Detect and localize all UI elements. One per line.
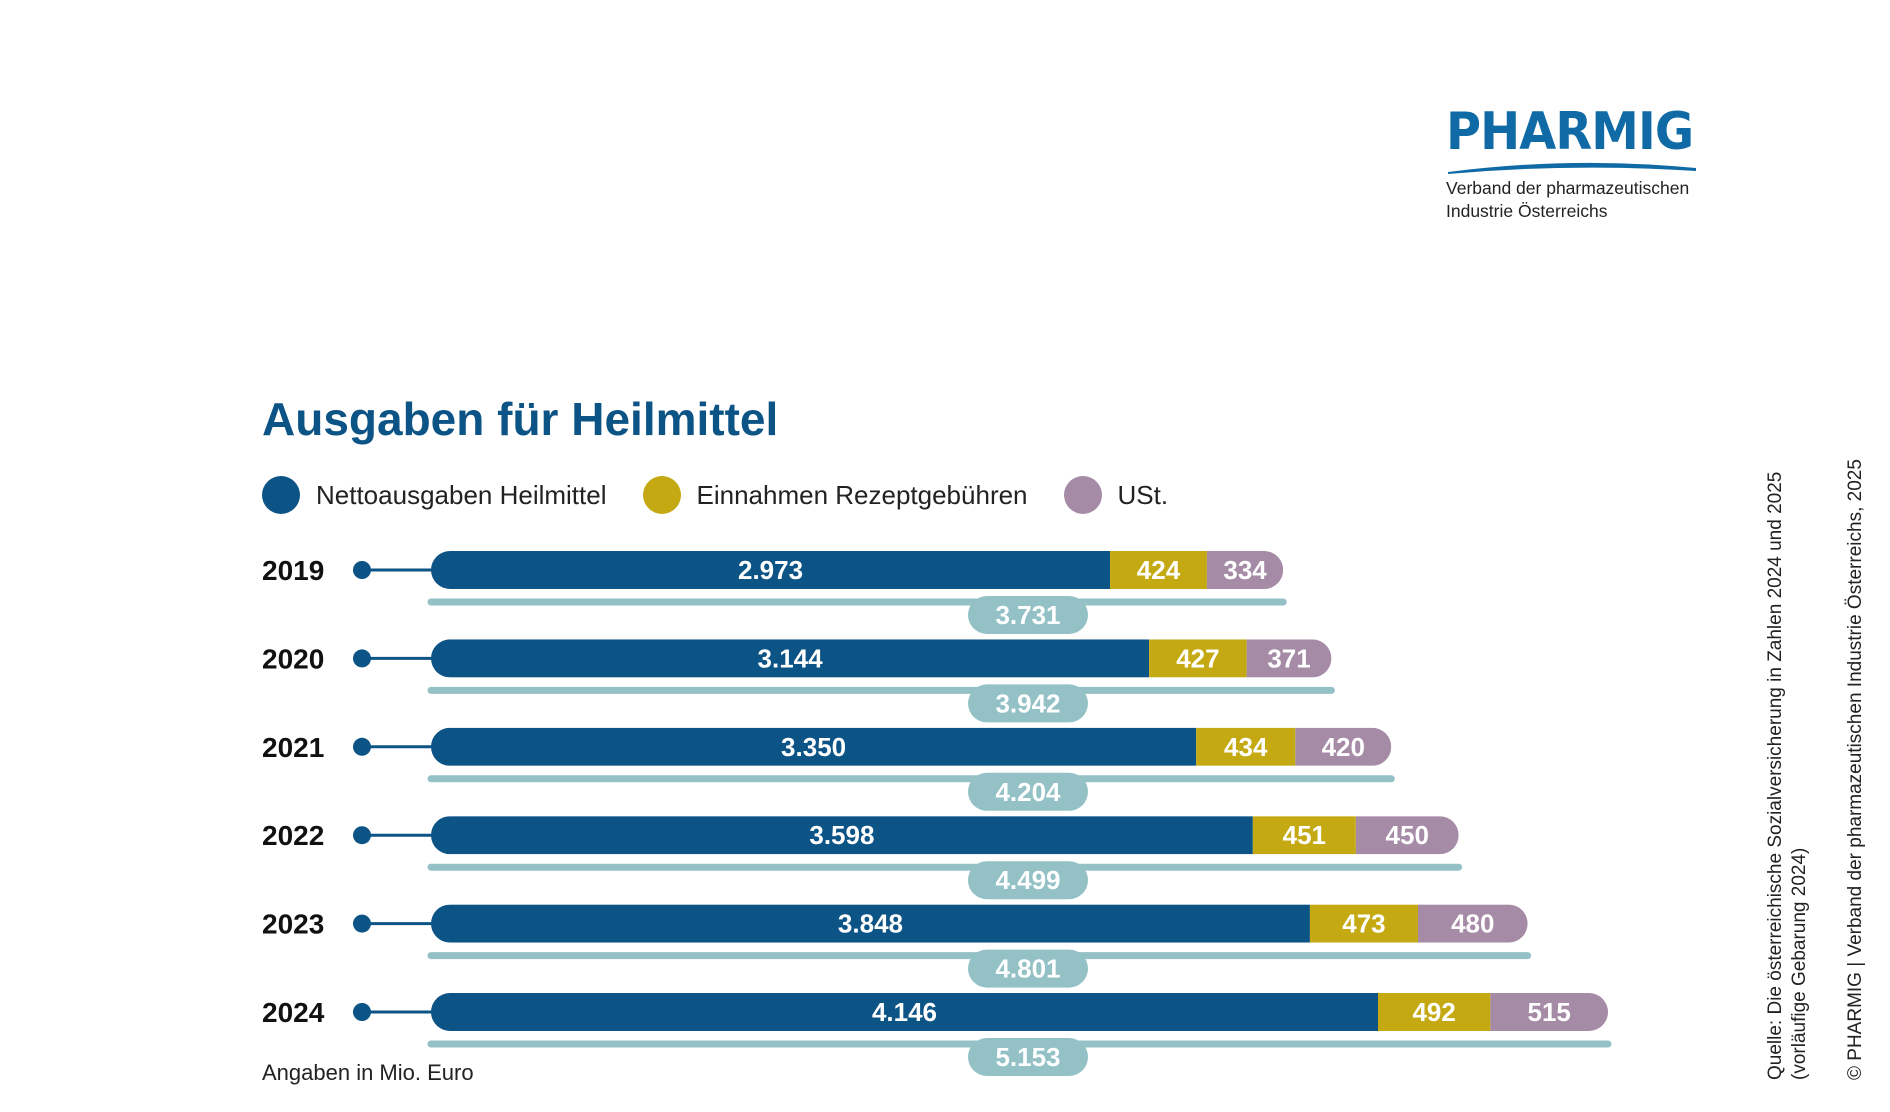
bar-ust-2022 bbox=[1355, 816, 1459, 855]
source-line1: Quelle: Die österreichische Sozialversic… bbox=[1765, 471, 1786, 1080]
bar-rezept-2019 bbox=[1110, 551, 1207, 589]
bar-label-ust-2019: 334 bbox=[1223, 555, 1267, 585]
bar-ust-2024 bbox=[1490, 993, 1608, 1031]
total-pill-2019 bbox=[968, 596, 1088, 634]
total-pill-2024 bbox=[968, 1038, 1088, 1076]
pharmig-logo: PHARMIG Verband der pharmazeutischen Ind… bbox=[1446, 104, 1696, 223]
year-label-2022: 2022 bbox=[262, 820, 324, 851]
total-label-2021: 4.204 bbox=[995, 777, 1061, 807]
total-label-2024: 5.153 bbox=[995, 1042, 1060, 1072]
legend-label-rezept: Einnahmen Rezeptgebühren bbox=[696, 479, 1028, 510]
bar-label-rezept-2023: 473 bbox=[1342, 909, 1385, 939]
year-label-2019: 2019 bbox=[262, 555, 324, 586]
legend-swatch-ust bbox=[1063, 476, 1102, 514]
bar-label-ust-2022: 450 bbox=[1386, 820, 1429, 850]
bar-rezept-2020 bbox=[1149, 639, 1247, 678]
bar-netto-2023 bbox=[431, 904, 1310, 943]
bar-rezept-2021 bbox=[1196, 727, 1296, 766]
source-note: Quelle: Die österreichische Sozialversic… bbox=[1764, 472, 1812, 1080]
chart-title: Ausgaben für Heilmittel bbox=[262, 393, 779, 445]
total-pill-2022 bbox=[968, 861, 1088, 900]
bar-label-rezept-2021: 434 bbox=[1224, 732, 1268, 762]
year-label-2021: 2021 bbox=[262, 732, 324, 763]
logo-subtitle-line2: Industrie Österreichs bbox=[1446, 201, 1608, 221]
bar-rezept-2024 bbox=[1377, 993, 1491, 1031]
bar-label-ust-2020: 371 bbox=[1267, 643, 1310, 673]
bar-rezept-2023 bbox=[1309, 904, 1418, 943]
total-pill-2021 bbox=[968, 772, 1088, 811]
bar-ust-2021 bbox=[1295, 727, 1392, 766]
bar-label-rezept-2024: 492 bbox=[1412, 997, 1455, 1027]
total-label-2019: 3.731 bbox=[995, 600, 1060, 630]
unit-note: Angaben in Mio. Euro bbox=[262, 1060, 474, 1085]
bar-label-netto-2023: 3.848 bbox=[838, 909, 903, 939]
bar-label-ust-2021: 420 bbox=[1322, 732, 1365, 762]
copyright-note: © PHARMIG | Verband der pharmazeutischen… bbox=[1845, 459, 1866, 1080]
logo-subtitle: Verband der pharmazeutischen Industrie Ö… bbox=[1446, 177, 1696, 223]
bar-label-rezept-2020: 427 bbox=[1176, 643, 1219, 673]
bar-rezept-2022 bbox=[1252, 816, 1356, 855]
bar-netto-2019 bbox=[431, 551, 1111, 589]
bar-netto-2021 bbox=[431, 727, 1197, 766]
bar-ust-2020 bbox=[1246, 639, 1332, 678]
legend-label-ust: USt. bbox=[1117, 479, 1169, 510]
logo-wordmark: PHARMIG bbox=[1446, 102, 1694, 162]
bar-netto-2024 bbox=[431, 993, 1378, 1031]
bar-netto-2022 bbox=[431, 816, 1253, 855]
year-dot-2022 bbox=[353, 826, 371, 845]
chart-legend: Nettoausgaben Heilmittel Einnahmen Rezep… bbox=[262, 476, 1204, 514]
bar-label-ust-2023: 480 bbox=[1451, 909, 1494, 939]
bar-label-netto-2019: 2.973 bbox=[738, 555, 803, 585]
legend-item-ust: USt. bbox=[1063, 476, 1169, 514]
total-pill-2020 bbox=[968, 684, 1088, 723]
legend-item-rezept: Einnahmen Rezeptgebühren bbox=[642, 476, 1028, 514]
bar-label-ust-2024: 515 bbox=[1527, 997, 1570, 1027]
bar-ust-2023 bbox=[1417, 904, 1528, 943]
bar-label-rezept-2019: 424 bbox=[1137, 555, 1181, 585]
year-dot-2020 bbox=[353, 649, 371, 668]
year-label-2023: 2023 bbox=[262, 909, 324, 940]
total-label-2023: 4.801 bbox=[995, 954, 1060, 984]
total-label-2022: 4.499 bbox=[995, 865, 1060, 895]
bar-label-netto-2020: 3.144 bbox=[758, 643, 824, 673]
year-dot-2019 bbox=[353, 561, 371, 579]
year-label-2024: 2024 bbox=[262, 997, 325, 1028]
legend-swatch-rezept bbox=[642, 476, 681, 514]
bar-ust-2019 bbox=[1206, 551, 1284, 589]
year-dot-2024 bbox=[353, 1003, 371, 1021]
legend-swatch-netto bbox=[262, 476, 300, 514]
bar-label-rezept-2022: 451 bbox=[1283, 820, 1326, 850]
logo-subtitle-line1: Verband der pharmazeutischen bbox=[1446, 178, 1690, 198]
source-line2: (vorläufige Gebarung 2024) bbox=[1789, 847, 1810, 1080]
year-dot-2021 bbox=[353, 737, 371, 756]
logo-swoosh-icon bbox=[1448, 162, 1696, 174]
bar-label-netto-2024: 4.146 bbox=[872, 997, 937, 1027]
year-label-2020: 2020 bbox=[262, 643, 324, 674]
year-dot-2023 bbox=[353, 914, 371, 933]
legend-item-netto: Nettoausgaben Heilmittel bbox=[262, 476, 607, 514]
bar-netto-2020 bbox=[431, 639, 1150, 678]
legend-label-netto: Nettoausgaben Heilmittel bbox=[316, 479, 607, 510]
total-label-2020: 3.942 bbox=[995, 688, 1060, 718]
total-pill-2023 bbox=[968, 949, 1088, 988]
bar-label-netto-2021: 3.350 bbox=[781, 732, 846, 762]
bar-label-netto-2022: 3.598 bbox=[809, 820, 874, 850]
